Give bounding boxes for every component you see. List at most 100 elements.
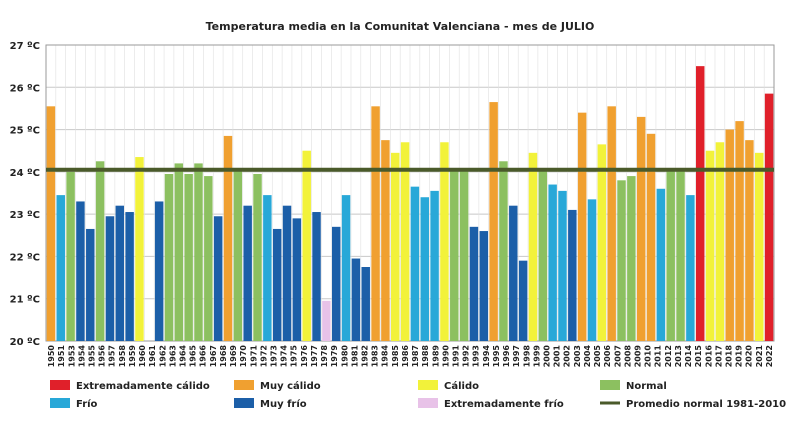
bar-2020 [735,121,744,341]
bar-1985 [391,152,400,341]
bar-2015 [686,195,695,341]
bar-1961 [154,201,164,341]
x-tick-label: 1966 [199,345,208,368]
y-tick-label: 27 ºC [10,41,40,52]
x-tick-label: 1957 [108,345,117,367]
x-tick-label: 2020 [745,345,754,368]
bar-1988 [420,197,429,341]
y-tick-label: 23 ºC [10,210,40,221]
x-tick-label: 1979 [330,345,339,368]
bar-2014 [676,169,685,341]
legend-label-f: Frío [76,398,98,410]
bar-2000 [538,169,548,341]
bar-1974 [282,205,292,341]
bar-1986 [400,142,410,341]
bar-1970 [243,205,252,341]
x-tick-label: 1995 [492,345,501,368]
legend-swatch-f [50,398,70,408]
x-tick-label: 1974 [280,345,289,368]
bar-2007 [607,106,616,341]
bar-1976 [302,150,311,341]
legend: Extremadamente cálido Muy cálido Cálido Nor… [50,380,786,410]
x-tick-label: 2004 [583,345,592,368]
bar-1981 [351,258,361,341]
x-tick-label: 1985 [391,345,400,368]
bar-1962 [164,173,174,341]
x-tick-label: 1977 [310,345,319,367]
bar-1963 [174,163,184,341]
bar-1953 [76,201,85,341]
x-tick-label: 2010 [644,345,653,368]
bar-1973 [272,228,282,341]
x-tick-label: 2014 [684,345,693,368]
x-tick-label: 2009 [634,345,643,368]
x-tick-label: 1962 [158,345,167,367]
x-tick-label: 2022 [765,345,774,367]
bar-2002 [558,190,567,341]
x-tick-label: 2006 [603,345,612,368]
x-tick-label: 1967 [209,345,218,367]
x-tick-label: 1958 [118,345,127,368]
x-tick-label: 2017 [714,345,723,367]
bar-2001 [548,184,557,341]
bar-1980 [341,195,351,341]
bar-1999 [528,152,538,341]
bar-1971 [253,173,262,341]
bar-2013 [666,169,675,341]
bar-1989 [430,190,439,341]
x-tick-label: 1965 [189,345,198,368]
x-tick-label: 1988 [421,345,430,368]
x-tick-label: 2013 [674,345,683,367]
x-tick-label: 1968 [219,345,228,368]
bar-1983 [371,106,380,341]
legend-label-ec: Extremadamente cálido [76,380,210,392]
bar-2016 [695,66,705,342]
bar-1972 [263,195,272,341]
bar-1994 [479,231,489,341]
bar-1993 [469,226,479,341]
x-tick-label: 1956 [98,345,107,368]
x-tick-label: 1978 [320,345,329,368]
x-tick-label: 2000 [543,345,552,368]
x-tick-label: 1963 [168,345,177,367]
bar-1952 [66,171,75,341]
bar-1977 [312,212,321,341]
bar-1987 [410,186,420,341]
x-tick-label: 1959 [128,345,137,368]
bar-2006 [597,144,607,341]
x-tick-label: 2007 [613,345,622,367]
bar-1969 [233,169,243,341]
x-tick-label: 1951 [57,345,66,368]
x-tick-label: 1975 [290,345,299,368]
x-tick-label: 1992 [462,345,471,367]
x-tick-label: 2016 [704,345,713,368]
x-tick-label: 2002 [563,345,572,367]
bar-1958 [125,212,134,341]
bar-1965 [194,163,203,341]
x-tick-label: 1981 [350,345,359,368]
bar-1968 [223,135,233,341]
bar-1978 [322,300,331,341]
x-tick-label: 2001 [553,345,562,368]
bar-2017 [705,150,715,341]
y-tick-label: 20 ºC [10,337,40,348]
legend-swatch-mc [234,380,254,390]
x-tick-label: 1953 [67,345,76,367]
chart-title: Temperatura media en la Comunitat Valenc… [206,20,595,33]
bar-2019 [725,129,734,341]
x-tick-label: 1973 [270,345,279,367]
plot-frame [45,44,775,342]
bar-1956 [105,216,115,341]
legend-label-mf: Muy frío [260,398,307,410]
x-tick-label: 1986 [401,345,410,368]
legend-label-n: Normal [626,381,667,392]
legend-label-c: Cálido [444,380,479,392]
x-tick-label: 2011 [654,345,663,368]
x-tick-label: 1954 [77,345,86,368]
y-tick-label: 22 ºC [10,252,40,263]
x-tick-label: 1976 [300,345,309,368]
x-tick-label: 2003 [573,345,582,367]
y-tick-label: 26 ºC [10,83,40,94]
bar-1964 [184,173,193,341]
